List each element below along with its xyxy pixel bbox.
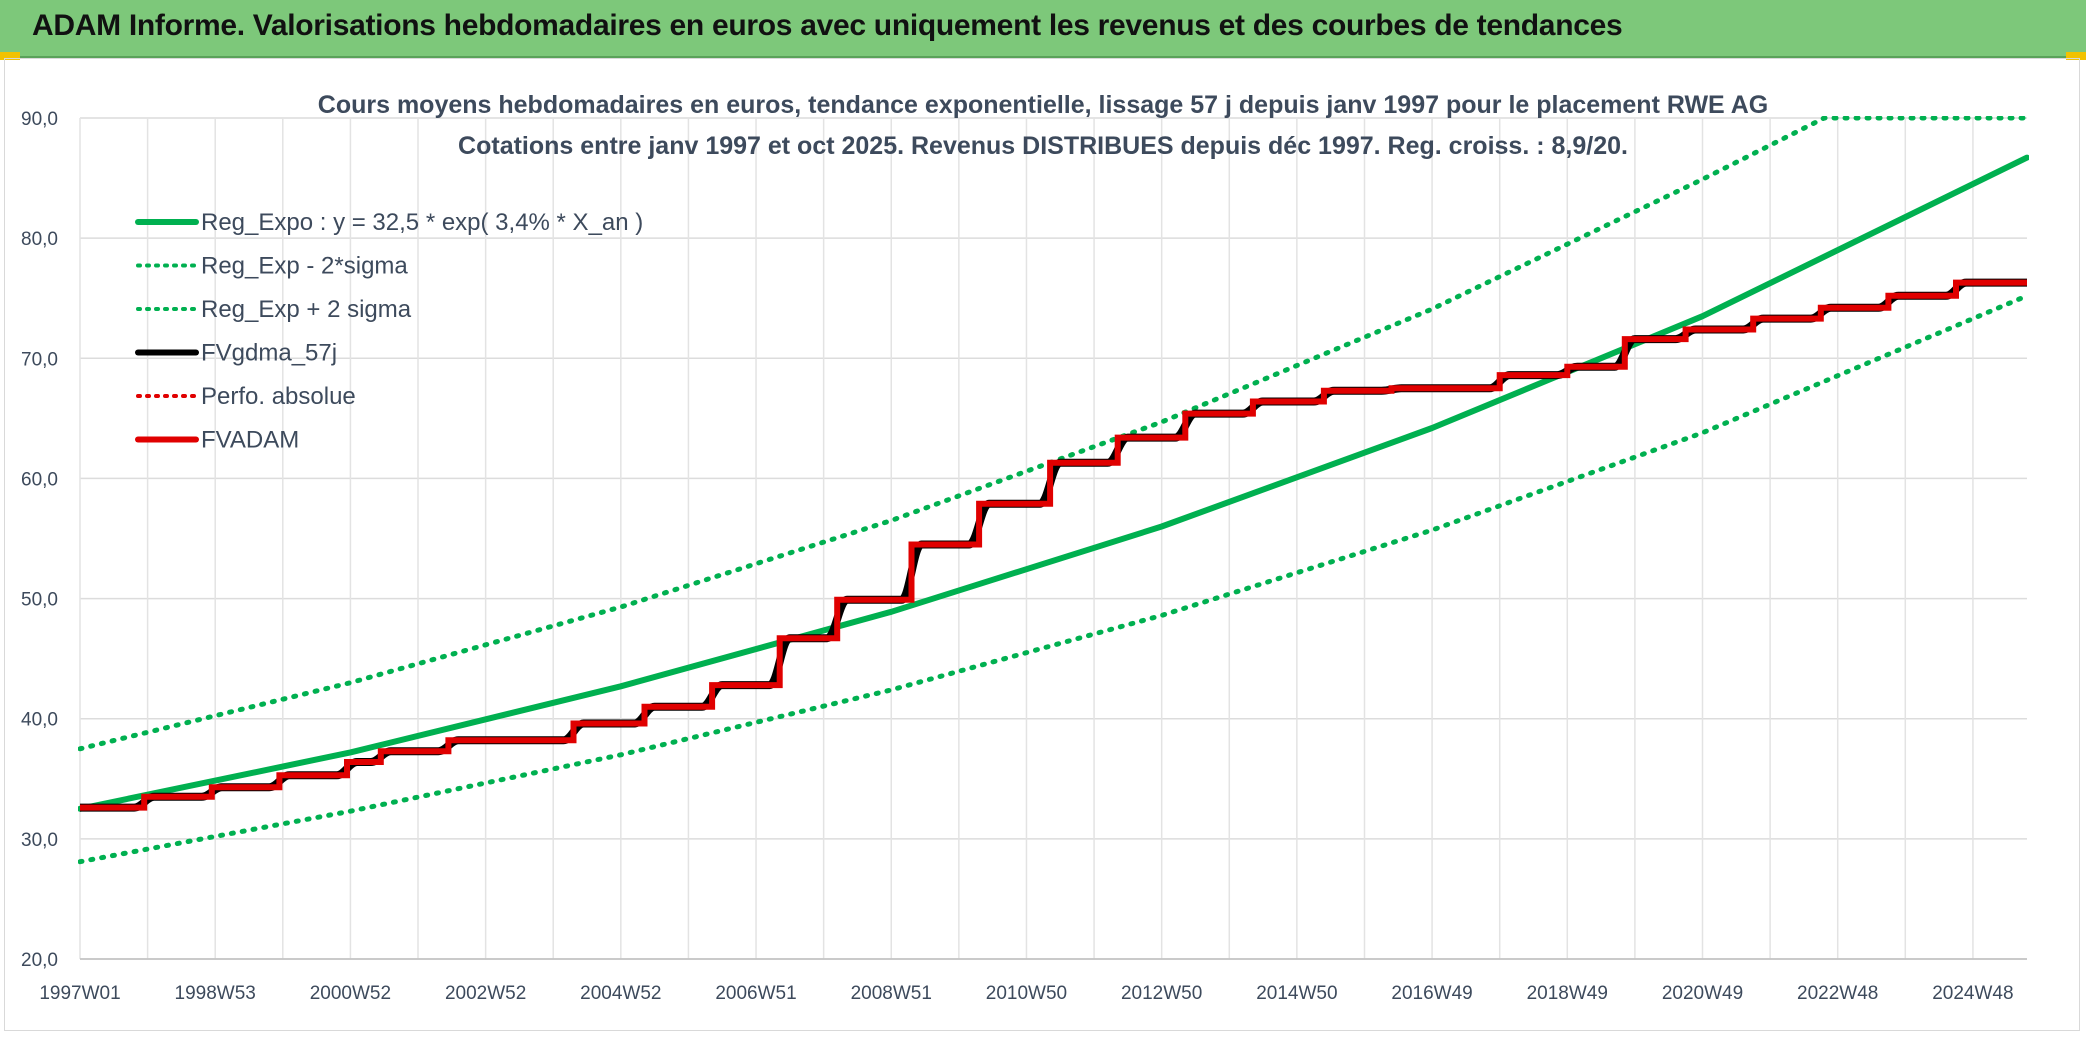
legend-item: Reg_Expo : y = 32,5 * exp( 3,4% * X_an ) [135, 209, 643, 236]
x-tick-label: 2010W50 [986, 983, 1067, 1004]
series-lines [78, 116, 2029, 865]
legend-label: FVgdma_57j [201, 340, 337, 367]
chart-frame [4, 58, 2080, 1031]
series-line-fvadam [80, 279, 2027, 811]
chart-title: Cours moyens hebdomadaires en euros, ten… [318, 91, 1768, 119]
y-tick-label: 20,0 [21, 950, 58, 971]
x-tick-label: 2020W49 [1662, 983, 1743, 1004]
x-tick-label: 2022W48 [1797, 983, 1878, 1004]
legend-item: FVgdma_57j [135, 340, 337, 367]
x-tick-label: 2000W52 [310, 983, 391, 1004]
x-tick-label: 2008W51 [851, 983, 932, 1004]
x-tick-label: 2012W50 [1121, 983, 1202, 1004]
axis-ticks: 20,0 30,0 40,0 50,0 60,0 70,0 80,0 90,0 1997W01 1… [21, 109, 2014, 1004]
y-tick-label: 30,0 [21, 830, 58, 851]
corner-mark-left [0, 52, 20, 60]
report-banner: ADAM Informe. Valorisations hebdomadaire… [0, 0, 2086, 58]
series-line [78, 293, 2029, 865]
report-title: ADAM Informe. Valorisations hebdomadaire… [32, 9, 1623, 42]
x-tick-label: 1998W53 [175, 983, 256, 1004]
legend-label: FVADAM [201, 427, 299, 454]
x-tick-label: 2004W52 [580, 983, 661, 1004]
y-tick-label: 50,0 [21, 590, 58, 611]
x-tick-label: 1997W01 [39, 983, 120, 1004]
x-tick-label: 2018W49 [1527, 983, 1608, 1004]
x-tick-label: 2006W51 [715, 983, 796, 1004]
legend-label: Perfo. absolue [201, 383, 356, 410]
y-tick-label: 60,0 [21, 469, 58, 490]
legend-label: Reg_Exp + 2 sigma [201, 296, 412, 323]
legend: Reg_Expo : y = 32,5 * exp( 3,4% * X_an )… [135, 209, 643, 454]
y-tick-label: 70,0 [21, 349, 58, 370]
chart-subtitle: Cotations entre janv 1997 et oct 2025. R… [458, 132, 1628, 160]
x-tick-label: 2016W49 [1391, 983, 1472, 1004]
x-tick-label: 2002W52 [445, 983, 526, 1004]
corner-mark-right [2066, 52, 2086, 60]
grid-lines [79, 117, 2027, 960]
legend-item: Reg_Exp + 2 sigma [136, 296, 412, 323]
series-line [78, 116, 2029, 752]
x-tick-label: 2014W50 [1256, 983, 1337, 1004]
y-tick-label: 90,0 [21, 109, 58, 130]
legend-item: Perfo. absolue [136, 383, 356, 410]
legend-item: FVADAM [135, 427, 299, 454]
legend-item: Reg_Exp - 2*sigma [136, 253, 408, 280]
x-tick-label: 2024W48 [1932, 983, 2013, 1004]
legend-label: Reg_Expo : y = 32,5 * exp( 3,4% * X_an ) [201, 209, 643, 236]
y-tick-label: 80,0 [21, 229, 58, 250]
series-line [78, 154, 2029, 812]
series-line-fvgdma [79, 278, 2028, 812]
y-tick-label: 40,0 [21, 710, 58, 731]
legend-label: Reg_Exp - 2*sigma [201, 253, 408, 280]
